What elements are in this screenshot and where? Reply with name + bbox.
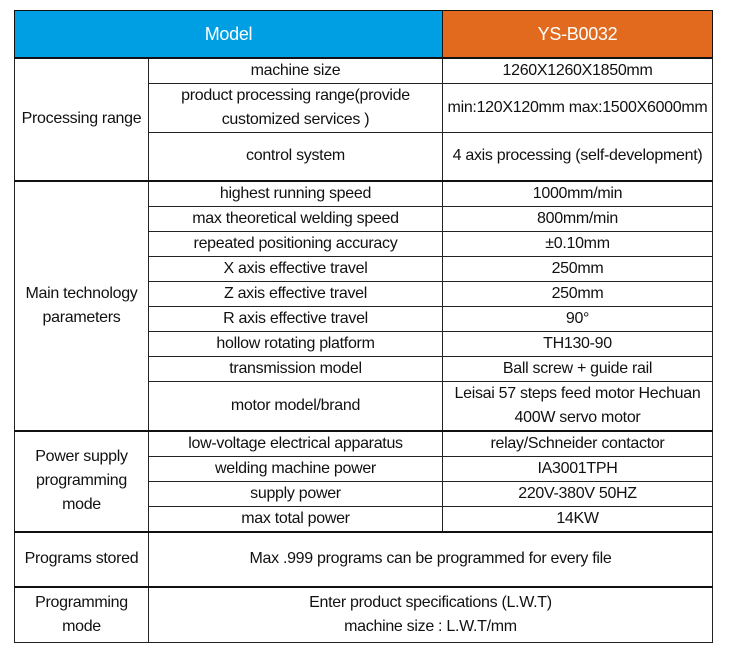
param-value: TH130-90 (442, 330, 713, 357)
param-value: 4 axis processing (self-development) (442, 132, 713, 181)
param-value: 1000mm/min (442, 179, 713, 207)
param-value: Ball screw + guide rail (442, 355, 713, 382)
param-label: hollow rotating platform (148, 330, 443, 357)
param-label: control system (148, 132, 443, 181)
param-label: low-voltage electrical apparatus (148, 429, 443, 457)
table-row: Power supply programming mode low-voltage… (14, 429, 713, 532)
param-value: 800mm/min (442, 205, 713, 232)
merged-value: Enter product specifications (L.W.T) mac… (148, 585, 713, 643)
param-label: max total power (148, 505, 443, 532)
param-label: R axis effective travel (148, 305, 443, 332)
group-label: Programming mode (14, 585, 149, 643)
param-label: Z axis effective travel (148, 280, 443, 307)
merged-value: Max .999 programs can be programmed for … (148, 530, 713, 587)
param-value: 1260X1260X1850mm (442, 57, 713, 84)
table-row: Z axis effective travel 250mm (15, 280, 713, 307)
param-value: 250mm (442, 255, 713, 282)
param-label: machine size (148, 57, 443, 84)
param-label: repeated positioning accuracy (148, 230, 443, 257)
table-row: control system 4 axis processing (self-de… (15, 132, 713, 181)
model-value: YS-B0032 (442, 10, 713, 59)
table-row: Programs stored Max .999 programs can be … (14, 530, 713, 587)
param-value: 14KW (442, 505, 713, 532)
param-value: 220V-380V 50HZ (442, 480, 713, 507)
table-row: repeated positioning accuracy ±0.10mm (15, 230, 713, 257)
header-row: Model YS-B0032 (14, 10, 713, 59)
param-value: 250mm (442, 280, 713, 307)
table-row: product processing range(provide customi… (15, 83, 713, 133)
model-label: Model (14, 10, 443, 59)
group-label: Main technology parameters (14, 179, 149, 431)
spec-table: Model YS-B0032 Processing range machine s… (14, 10, 713, 643)
param-value: relay/Schneider contactor (442, 429, 713, 457)
param-label: transmission model (148, 355, 443, 382)
param-value: min:120X120mm max:1500X6000mm (442, 83, 713, 133)
table-row: max total power 14KW (15, 505, 713, 532)
table-row: hollow rotating platform TH130-90 (15, 330, 713, 357)
param-value: ±0.10mm (442, 230, 713, 257)
param-value: IA3001TPH (442, 455, 713, 482)
param-label: max theoretical welding speed (148, 205, 443, 232)
param-label: highest running speed (148, 179, 443, 207)
table-row: transmission model Ball screw + guide rai… (15, 355, 713, 382)
param-value: Leisai 57 steps feed motor Hechuan 400W … (442, 380, 713, 431)
group-label: Power supply programming mode (14, 429, 149, 532)
param-value: 90° (442, 305, 713, 332)
table-row: motor model/brand Leisai 57 steps feed mo… (15, 380, 713, 431)
param-label: product processing range(provide customi… (148, 83, 443, 133)
param-label: X axis effective travel (148, 255, 443, 282)
table-row: supply power 220V-380V 50HZ (15, 480, 713, 507)
group-label: Programs stored (14, 530, 149, 587)
group-label: Processing range (14, 57, 149, 181)
table-row: Main technology parameters highest runnin… (14, 179, 713, 431)
param-label: supply power (148, 480, 443, 507)
table-row: welding machine power IA3001TPH (15, 455, 713, 482)
param-label: motor model/brand (148, 380, 443, 431)
table-row: max theoretical welding speed 800mm/min (15, 205, 713, 232)
table-row: Processing range machine size 1260X1260X18… (14, 57, 713, 181)
table-row: Programming mode Enter product specificat… (14, 585, 713, 643)
param-label: welding machine power (148, 455, 443, 482)
